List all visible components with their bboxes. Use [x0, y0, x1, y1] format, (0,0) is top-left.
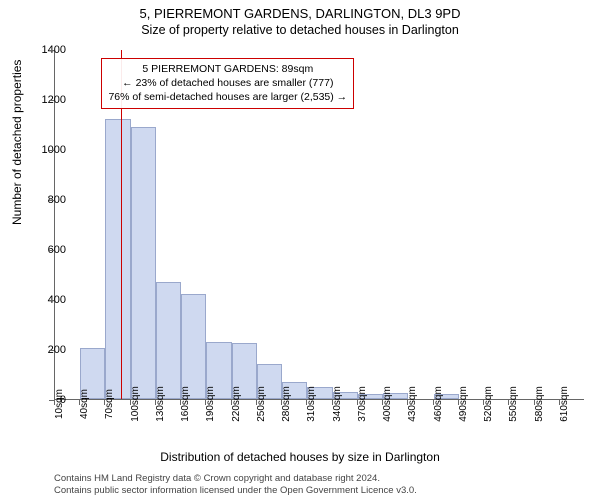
x-tick-mark [54, 400, 55, 405]
x-tick-label: 460sqm [433, 386, 444, 422]
x-tick-label: 370sqm [357, 386, 368, 422]
x-tick-label: 10sqm [54, 389, 65, 419]
y-tick-mark [49, 300, 54, 301]
x-tick-label: 310sqm [306, 386, 317, 422]
page-title-address: 5, PIERREMONT GARDENS, DARLINGTON, DL3 9… [0, 0, 600, 21]
x-tick-mark [205, 400, 206, 405]
x-tick-mark [130, 400, 131, 405]
histogram-bar [131, 127, 156, 400]
x-tick-label: 280sqm [281, 386, 292, 422]
x-tick-mark [382, 400, 383, 405]
y-axis-label: Number of detached properties [10, 60, 24, 225]
plot-region: 5 PIERREMONT GARDENS: 89sqm ← 23% of det… [54, 50, 584, 400]
x-tick-mark [231, 400, 232, 405]
x-tick-mark [483, 400, 484, 405]
x-tick-label: 130sqm [155, 386, 166, 422]
x-tick-mark [79, 400, 80, 405]
y-tick-label: 200 [26, 344, 66, 356]
x-tick-label: 550sqm [508, 386, 519, 422]
x-tick-mark [332, 400, 333, 405]
x-tick-label: 70sqm [104, 389, 115, 419]
histogram-bar [181, 294, 206, 399]
y-tick-label: 1200 [26, 94, 66, 106]
footer-attribution: Contains HM Land Registry data © Crown c… [54, 473, 417, 497]
x-tick-label: 100sqm [130, 386, 141, 422]
annotation-line: ← 23% of detached houses are smaller (77… [108, 76, 347, 90]
x-tick-label: 400sqm [382, 386, 393, 422]
y-tick-label: 800 [26, 194, 66, 206]
x-tick-mark [306, 400, 307, 405]
x-tick-label: 160sqm [180, 386, 191, 422]
y-tick-mark [49, 350, 54, 351]
y-tick-mark [49, 100, 54, 101]
y-tick-label: 400 [26, 294, 66, 306]
page-title-subtitle: Size of property relative to detached ho… [0, 21, 600, 37]
histogram-bar [156, 282, 181, 400]
x-tick-mark [559, 400, 560, 405]
x-tick-label: 520sqm [483, 386, 494, 422]
y-tick-label: 1400 [26, 44, 66, 56]
x-tick-label: 490sqm [458, 386, 469, 422]
footer-line: Contains HM Land Registry data © Crown c… [54, 473, 417, 485]
x-tick-label: 190sqm [205, 386, 216, 422]
x-tick-mark [534, 400, 535, 405]
x-tick-label: 40sqm [79, 389, 90, 419]
x-tick-label: 580sqm [534, 386, 545, 422]
x-tick-label: 220sqm [231, 386, 242, 422]
annotation-box: 5 PIERREMONT GARDENS: 89sqm ← 23% of det… [101, 58, 354, 109]
x-tick-label: 340sqm [332, 386, 343, 422]
x-tick-mark [180, 400, 181, 405]
x-tick-label: 610sqm [559, 386, 570, 422]
y-tick-mark [49, 250, 54, 251]
histogram-bar [105, 119, 130, 399]
x-tick-mark [281, 400, 282, 405]
x-tick-mark [407, 400, 408, 405]
annotation-line: 5 PIERREMONT GARDENS: 89sqm [108, 62, 347, 76]
x-tick-mark [256, 400, 257, 405]
x-tick-mark [104, 400, 105, 405]
chart-area: 5 PIERREMONT GARDENS: 89sqm ← 23% of det… [54, 50, 584, 400]
y-tick-mark [49, 50, 54, 51]
y-tick-mark [49, 200, 54, 201]
x-tick-label: 430sqm [407, 386, 418, 422]
x-tick-mark [458, 400, 459, 405]
annotation-line: 76% of semi-detached houses are larger (… [108, 90, 347, 104]
x-tick-label: 250sqm [256, 386, 267, 422]
x-tick-mark [357, 400, 358, 405]
x-tick-mark [508, 400, 509, 405]
x-tick-mark [155, 400, 156, 405]
footer-line: Contains public sector information licen… [54, 485, 417, 497]
x-axis-label: Distribution of detached houses by size … [0, 450, 600, 464]
y-tick-label: 1000 [26, 144, 66, 156]
x-tick-mark [433, 400, 434, 405]
y-tick-mark [49, 150, 54, 151]
y-tick-label: 600 [26, 244, 66, 256]
